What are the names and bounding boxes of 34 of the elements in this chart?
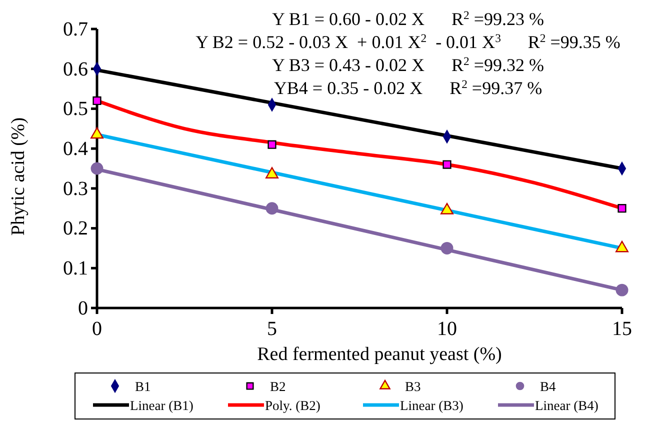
point [268, 140, 276, 149]
point [618, 204, 626, 213]
y-tick-label: 0.6 [63, 58, 88, 80]
x-axis-title: Red fermented peanut yeast (%) [257, 344, 502, 365]
point [90, 162, 104, 175]
y-tick-label: 0.4 [63, 138, 88, 160]
annotation: Y B3 = 0.43 - 0.02 X R$^{2}$ =99.32 % [272, 54, 544, 75]
annotation: YB4 = 0.35 - 0.02 X R$^{2}$ =99.37 % [274, 78, 542, 98]
legend-label: B3 [405, 379, 422, 394]
y-tick-label: 0 [78, 297, 88, 320]
legend-label: Linear (B3) [400, 398, 464, 413]
y-tick-label: 0.7 [63, 18, 88, 40]
legend-label: B1 [135, 379, 151, 394]
point [616, 284, 628, 296]
y-tick-label: 0.5 [63, 98, 88, 120]
y-tick-label: 0.1 [63, 258, 88, 280]
legend-label: B2 [270, 379, 286, 394]
point [440, 242, 454, 254]
x-tick-label: 10 [437, 318, 457, 340]
x-tick-label: 5 [267, 318, 277, 340]
annotation: Y B1 = 0.60 - 0.02 X R$^{2}$ =99.23 % [272, 8, 544, 29]
legend-label: Linear (B1) [130, 398, 194, 413]
x-tick-label: 15 [612, 318, 632, 340]
legend-label: B4 [540, 379, 556, 394]
legend-label: Poly. (B2) [265, 398, 320, 413]
point [266, 202, 278, 215]
y-axis-title: Phytic acid (%) [8, 117, 29, 236]
point [442, 160, 452, 169]
text: Y B2 = 0.52 - 0.03 X + 0.01 X$^{2}$ - 0.01 X$^{3}$ R$^{2}$ =99.35 % [196, 32, 620, 52]
point [92, 96, 102, 106]
x-tick-label: 0 [92, 318, 102, 340]
y-tick-label: 0.3 [63, 178, 88, 200]
y-tick-label: 0.2 [63, 218, 88, 240]
legend-label: Linear (B4) [535, 398, 598, 413]
